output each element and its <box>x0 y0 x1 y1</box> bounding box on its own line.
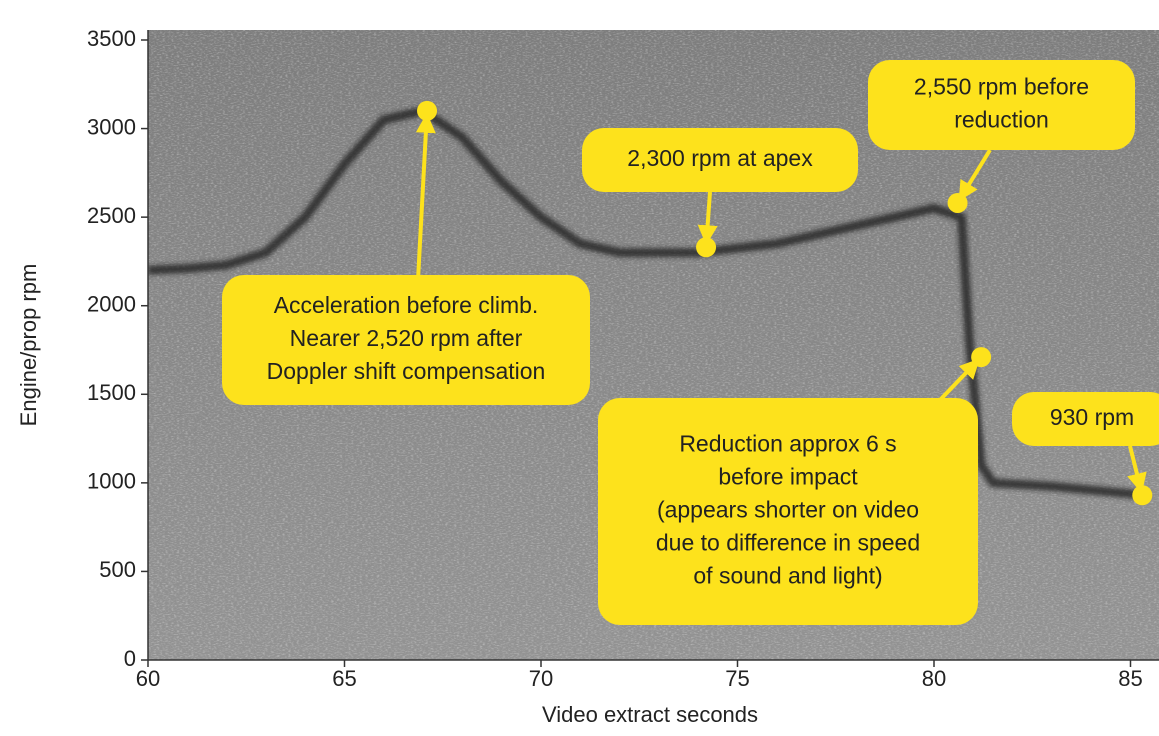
annotated-point <box>696 237 717 258</box>
x-tick-label: 80 <box>922 666 946 691</box>
annotated-point <box>417 100 438 121</box>
callout-text: Nearer 2,520 rpm after <box>290 325 523 351</box>
callout-text: Reduction approx 6 s <box>679 431 896 457</box>
callout-text: due to difference in speed <box>656 530 920 556</box>
x-tick-label: 75 <box>725 666 749 691</box>
callout-box <box>222 275 590 405</box>
callout-text: 2,300 rpm at apex <box>627 145 813 171</box>
x-tick-label: 60 <box>136 666 160 691</box>
y-tick-label: 3000 <box>87 114 136 139</box>
callout-text: 930 rpm <box>1050 404 1134 430</box>
callout-text: (appears shorter on video <box>657 497 919 523</box>
callout-box <box>1012 392 1159 446</box>
callout-arrow <box>415 112 436 281</box>
callout-text: Doppler shift compensation <box>267 358 546 384</box>
x-tick-label: 85 <box>1118 666 1142 691</box>
callout-text: Acceleration before climb. <box>274 292 539 318</box>
x-axis-title: Video extract seconds <box>542 702 758 727</box>
rpm-trace <box>148 106 1147 500</box>
y-tick-label: 2000 <box>87 292 136 317</box>
callout-text: reduction <box>954 107 1049 133</box>
y-tick-label: 3500 <box>87 26 136 51</box>
callout-text: of sound and light) <box>693 563 882 589</box>
callout-text: 2,550 rpm before <box>914 74 1089 100</box>
callout-arrow <box>938 358 980 402</box>
y-tick-label: 0 <box>124 646 136 671</box>
y-tick-label: 1000 <box>87 469 136 494</box>
callout-arrow <box>958 148 992 202</box>
callout-text: before impact <box>718 464 858 490</box>
callout-arrow <box>697 191 718 246</box>
y-axis-title: Engine/prop rpm <box>16 264 41 427</box>
plot-area <box>148 106 1147 500</box>
callout-box <box>868 60 1135 150</box>
x-tick-label: 65 <box>332 666 356 691</box>
annotations: Acceleration before climb. Nearer 2,520 r… <box>222 60 1159 625</box>
annotated-point <box>947 192 968 213</box>
callout-arrow <box>1127 445 1147 494</box>
y-tick-label: 1500 <box>87 380 136 405</box>
y-tick-label: 500 <box>99 557 136 582</box>
annotated-point <box>1132 485 1153 506</box>
callout-box <box>598 398 978 625</box>
x-tick-label: 70 <box>529 666 553 691</box>
callout-box <box>582 128 858 192</box>
annotated-point <box>971 347 992 368</box>
y-tick-label: 2500 <box>87 203 136 228</box>
